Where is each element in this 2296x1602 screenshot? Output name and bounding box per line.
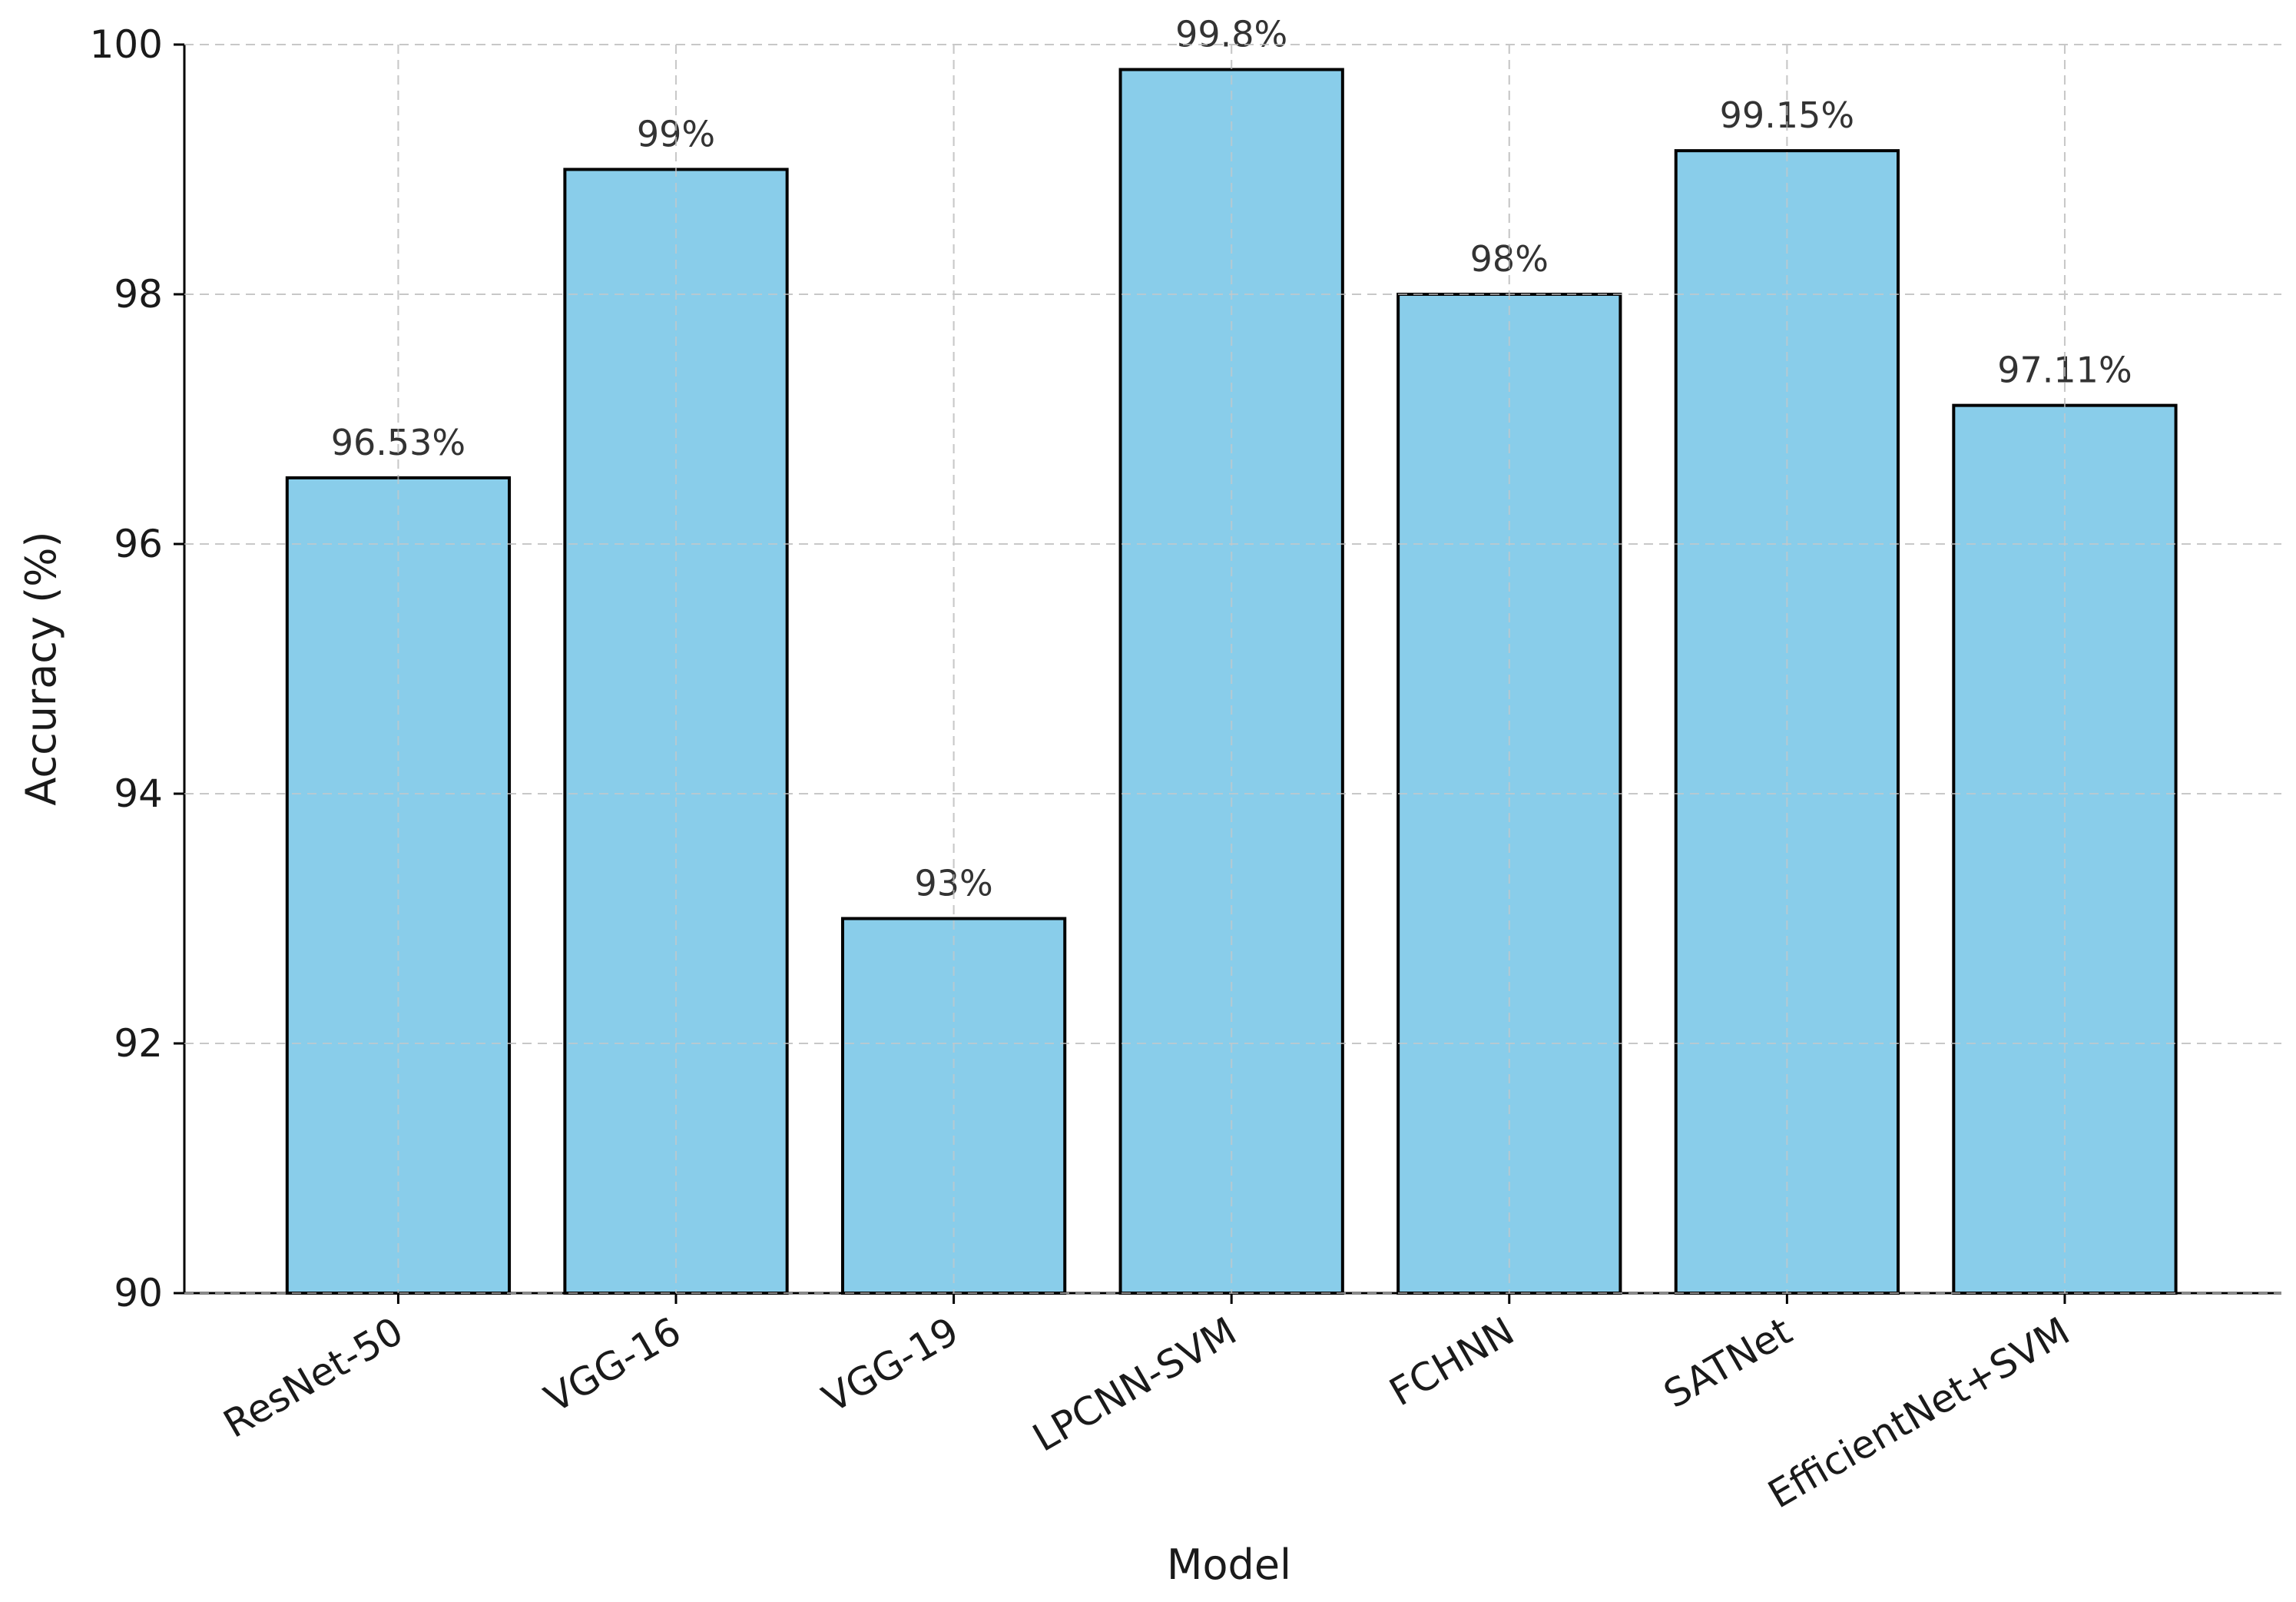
data-labels: 96.53%99%93%99.8%98%99.15%97.11% bbox=[184, 14, 2281, 1294]
x-tick-label: ResNet-50 bbox=[216, 1308, 410, 1447]
x-tick-label: VGG-19 bbox=[815, 1308, 966, 1421]
y-tick-label: 92 bbox=[114, 1021, 163, 1066]
x-tick-label: FCHNN bbox=[1382, 1308, 1521, 1415]
x-axis-label: Model bbox=[1167, 1541, 1291, 1589]
y-tick-label: 100 bbox=[90, 22, 163, 67]
y-tick-label: 90 bbox=[114, 1271, 163, 1315]
x-tick-label: SATNet bbox=[1656, 1308, 1799, 1417]
y-axis-label: Accuracy (%) bbox=[17, 531, 65, 805]
x-tick-label: LPCNN-SVM bbox=[1025, 1308, 1244, 1461]
y-tick-label: 96 bbox=[114, 522, 163, 566]
y-tick-label: 94 bbox=[114, 771, 163, 816]
y-tick-label: 98 bbox=[114, 272, 163, 317]
x-tick-label: VGG-16 bbox=[538, 1308, 688, 1421]
bar-value-label: 99% bbox=[637, 114, 715, 155]
x-tick-label: EfficientNet+SVM bbox=[1761, 1308, 2077, 1517]
bar-value-label: 96.53% bbox=[331, 422, 465, 463]
